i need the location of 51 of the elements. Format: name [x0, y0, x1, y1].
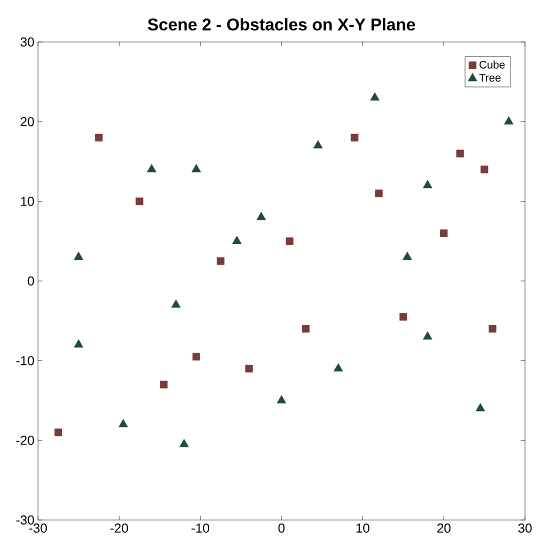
point	[216, 257, 224, 265]
legend-label: Cube	[480, 60, 505, 69]
point	[256, 212, 266, 220]
point	[160, 380, 168, 388]
point	[276, 395, 286, 404]
point	[192, 164, 201, 172]
chart-title: Scene 2 - Obstacles on X-Y Plane	[148, 18, 416, 31]
point	[54, 428, 62, 436]
point	[488, 325, 496, 333]
point	[136, 198, 144, 206]
x-tick-label: -20	[110, 524, 128, 533]
x-tick-label: 0	[278, 524, 285, 533]
point	[245, 364, 253, 372]
point	[146, 164, 156, 172]
y-tick-label: 0	[28, 276, 34, 286]
point	[476, 403, 486, 412]
y-tick-label: -30	[16, 515, 34, 525]
y-tick-label: 10	[21, 196, 34, 206]
y-tick-label: 30	[20, 37, 34, 47]
x-tick-label: -10	[192, 524, 210, 533]
point	[402, 252, 412, 260]
point	[95, 134, 103, 142]
point	[171, 300, 181, 308]
point	[422, 331, 432, 340]
point	[456, 150, 464, 158]
point	[118, 419, 128, 428]
x-tick-label: -30	[29, 524, 47, 533]
point	[334, 363, 343, 372]
point	[302, 325, 310, 333]
point	[480, 166, 488, 174]
point	[192, 352, 200, 360]
x-tick-label: 20	[437, 524, 451, 533]
y-tick-label: -10	[16, 356, 34, 366]
x-tick-label: 30	[518, 524, 532, 533]
legend-label: Tree	[479, 74, 501, 82]
point	[74, 339, 84, 348]
x-tick-label: 10	[356, 524, 370, 533]
point	[370, 92, 380, 101]
point	[440, 229, 448, 237]
point	[179, 438, 189, 448]
point	[313, 140, 323, 148]
point	[350, 134, 358, 142]
point	[422, 180, 432, 188]
point	[375, 190, 383, 198]
point	[504, 116, 514, 124]
point	[286, 237, 294, 245]
y-tick-label: 20	[20, 117, 34, 126]
point	[232, 236, 242, 244]
point	[399, 313, 408, 321]
y-tick-label: -20	[16, 436, 34, 445]
point	[74, 252, 84, 260]
